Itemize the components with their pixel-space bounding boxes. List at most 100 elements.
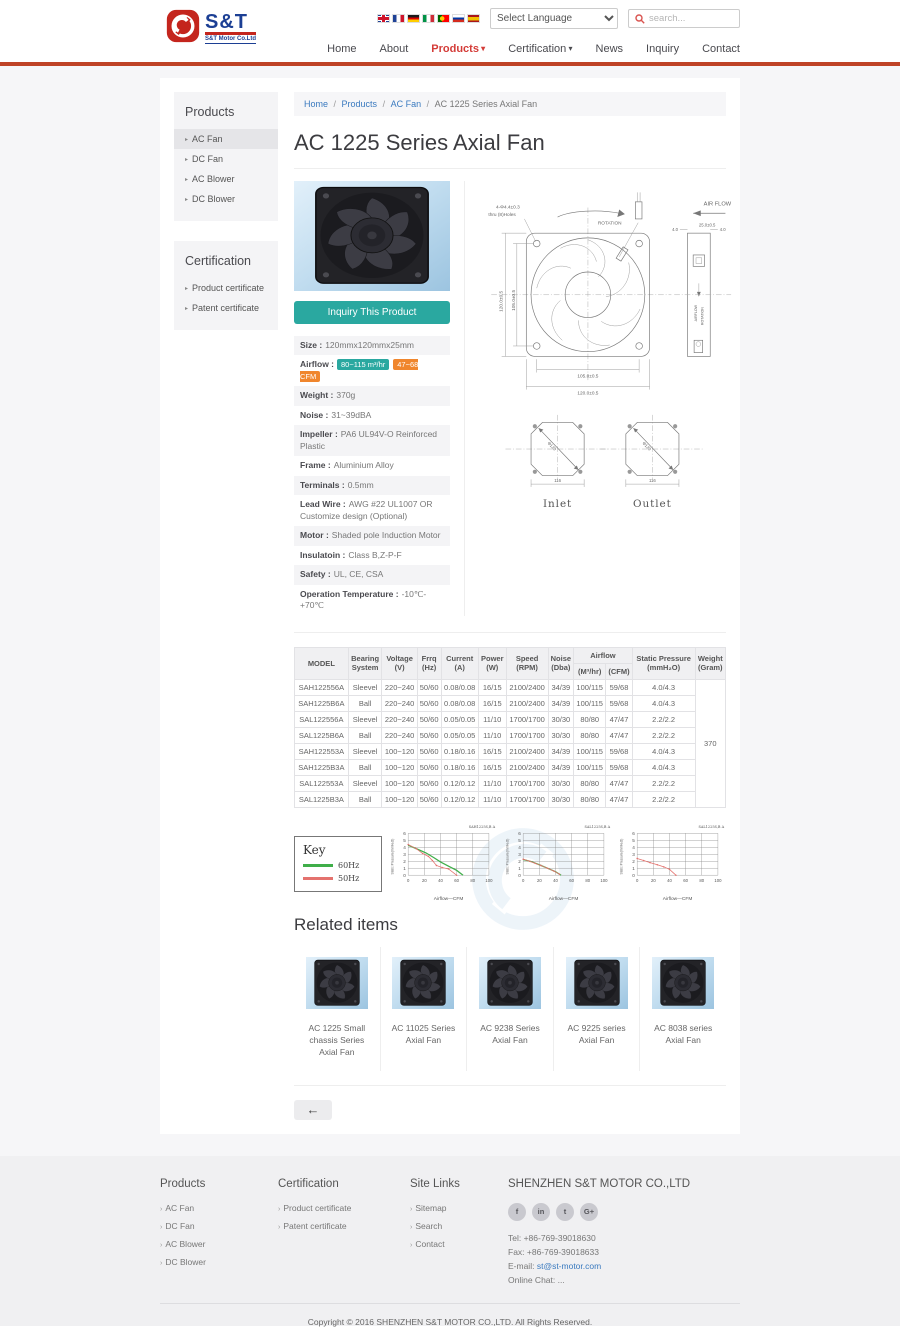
svg-text:SAL1225S,B A: SAL1225S,B A xyxy=(584,824,610,828)
bullet-icon: ▸ xyxy=(185,136,189,143)
related-item-ac-8038-series-axial-fan[interactable]: AC 8038 series Axial Fan xyxy=(639,947,726,1071)
table-cell: 1700/1700 xyxy=(505,790,549,808)
table-cell: 2.2/2.2 xyxy=(631,774,696,792)
table-cell: 50/60 xyxy=(416,678,442,696)
flag-pt-icon[interactable] xyxy=(437,14,450,23)
related-item-image xyxy=(479,957,541,1009)
nav-news[interactable]: News xyxy=(595,43,624,55)
svg-text:5: 5 xyxy=(518,837,521,842)
breadcrumb-home[interactable]: Home xyxy=(304,99,329,109)
table-cell: 59/68 xyxy=(605,758,633,776)
table-cell: 4.0/4.3 xyxy=(631,678,696,696)
site-header: S&T S&T Motor Co.Ltd Select Language Hom… xyxy=(0,0,900,62)
nav-home[interactable]: Home xyxy=(327,43,357,55)
svg-text:0: 0 xyxy=(633,872,636,877)
breadcrumb-ac-fan[interactable]: AC Fan xyxy=(390,99,422,109)
linkedin-icon[interactable]: in xyxy=(532,1202,550,1221)
logo-icon xyxy=(166,9,200,43)
flag-ru-icon[interactable] xyxy=(452,14,465,23)
footer-link-search[interactable]: › Search xyxy=(410,1220,443,1231)
flag-de-icon[interactable] xyxy=(407,14,420,23)
footer-email-link[interactable]: st@st-motor.com xyxy=(536,1260,602,1271)
footer-link-sitemap[interactable]: › Sitemap xyxy=(410,1202,447,1213)
table-cell: 47/47 xyxy=(605,710,633,728)
flag-it-icon[interactable] xyxy=(422,14,435,23)
svg-text:4: 4 xyxy=(403,844,406,849)
footer-link-dc-blower[interactable]: › DC Blower xyxy=(160,1256,206,1267)
svg-text:0: 0 xyxy=(518,872,521,877)
svg-text:0: 0 xyxy=(407,878,410,883)
footer-link-contact[interactable]: › Contact xyxy=(410,1238,445,1249)
nav-contact[interactable]: Contact xyxy=(702,43,740,55)
related-item-ac-9238-series-axial-fan[interactable]: AC 9238 Series Axial Fan xyxy=(466,947,553,1071)
table-cell: SAH1225B6A xyxy=(294,694,349,712)
search-input[interactable] xyxy=(649,13,733,24)
col-header-voltage: Voltage (V) xyxy=(381,646,418,680)
breadcrumb-products[interactable]: Products xyxy=(341,99,378,109)
related-item-ac-11025-series-axial-fan[interactable]: AC 11025 Series Axial Fan xyxy=(379,947,467,1071)
sidebar-item-ac-fan[interactable]: ▸ AC Fan xyxy=(174,129,278,149)
table-cell: Ball xyxy=(347,694,383,712)
search-box[interactable] xyxy=(628,9,740,28)
svg-text:4-Φ4.4±0.3: 4-Φ4.4±0.3 xyxy=(496,204,520,210)
table-cell: 100/115 xyxy=(573,694,607,712)
svg-text:4: 4 xyxy=(518,844,521,849)
footer-link-ac-blower[interactable]: › AC Blower xyxy=(160,1238,206,1249)
table-cell: Ball xyxy=(347,726,383,744)
col-header-bearing: Bearing System xyxy=(347,646,383,680)
table-cell: 100/115 xyxy=(573,742,607,760)
footer-tel: Tel: +86-769-39018630 xyxy=(508,1232,596,1243)
table-cell: 59/68 xyxy=(605,694,633,712)
table-cell: 100~120 xyxy=(381,790,418,808)
company-logo[interactable]: S&T S&T Motor Co.Ltd xyxy=(166,9,256,44)
language-select[interactable]: Select Language xyxy=(490,8,618,29)
facebook-icon[interactable]: f xyxy=(508,1202,526,1221)
google-plus-icon[interactable]: G+ xyxy=(580,1202,598,1221)
nav-inquiry[interactable]: Inquiry xyxy=(646,43,680,55)
related-item-image xyxy=(566,957,628,1009)
footer-link-dc-fan[interactable]: › DC Fan xyxy=(160,1220,195,1231)
table-cell: 30/30 xyxy=(547,710,575,728)
inquiry-button[interactable]: Inquiry This Product xyxy=(294,301,450,324)
related-item-ac-9225-series-axial-fan[interactable]: AC 9225 series Axial Fan xyxy=(552,947,640,1071)
sidebar-item-patent-certificate[interactable]: ▸ Patent certificate xyxy=(185,303,260,313)
table-cell: 0.08/0.08 xyxy=(440,678,479,696)
footer-link-ac-fan[interactable]: › AC Fan xyxy=(160,1202,195,1213)
nav-about[interactable]: About xyxy=(379,43,409,55)
sidebar-item-dc-fan[interactable]: ▸ DC Fan xyxy=(185,154,224,164)
sidebar-item-product-certificate[interactable]: ▸ Product certificate xyxy=(185,283,265,293)
svg-text:40: 40 xyxy=(553,878,558,883)
footer-link-patent-certificate[interactable]: › Patent certificate xyxy=(278,1220,347,1231)
bullet-icon: ▸ xyxy=(185,176,189,183)
table-row-SAL122553A: SAL122553A Sleevel 100~120 50/60 0.12/0.12 11… xyxy=(294,774,726,792)
sidebar-item-ac-blower[interactable]: ▸ AC Blower xyxy=(185,174,235,184)
svg-text:5: 5 xyxy=(633,837,636,842)
back-button[interactable]: ← xyxy=(294,1099,332,1120)
footer-link-product-certificate[interactable]: › Product certificate xyxy=(278,1202,352,1213)
table-cell: 2100/2400 xyxy=(505,758,549,776)
nav-products[interactable]: Products ▾ xyxy=(431,43,486,55)
bullet-icon: ▸ xyxy=(185,196,189,203)
table-row-SAL1225B6A: SAL1225B6A Ball 220~240 50/60 0.05/0.05 11/10… xyxy=(294,726,726,744)
table-cell: Ball xyxy=(347,758,383,776)
svg-text:6: 6 xyxy=(403,830,406,835)
table-cell: 0.18/0.16 xyxy=(440,758,479,776)
sidebar-item-dc-blower[interactable]: ▸ DC Blower xyxy=(185,194,236,204)
svg-text:thru (8)Holes: thru (8)Holes xyxy=(488,212,516,218)
flag-es-icon[interactable] xyxy=(467,14,480,23)
footer-col-products: Products › AC Fan › DC Fan › AC Blower › DC Blow… xyxy=(160,1178,278,1287)
svg-text:SAL1225S,B A: SAL1225S,B A xyxy=(699,824,725,828)
flag-fr-icon[interactable] xyxy=(392,14,405,23)
flag-uk-icon[interactable] xyxy=(377,14,390,23)
footer-col-site-links: Site Links › Sitemap › Search › Contact xyxy=(410,1178,508,1287)
breadcrumb-separator: / xyxy=(331,99,339,109)
related-item-ac-1225-small-chassis-series-axial-fan[interactable]: AC 1225 Small chassis Series Axial Fan xyxy=(294,947,380,1071)
nav-certification[interactable]: Certification ▾ xyxy=(508,43,573,55)
table-cell: 80/80 xyxy=(573,790,607,808)
svg-text:100: 100 xyxy=(600,878,608,883)
footer-company-name: SHENZHEN S&T MOTOR CO.,LTD xyxy=(508,1177,691,1190)
twitter-icon[interactable]: t xyxy=(556,1202,574,1221)
spec-row-lead-wire-: Lead Wire : AWG #22 UL1007 OR Customize d… xyxy=(300,499,433,521)
table-cell: 50/60 xyxy=(416,710,442,728)
table-cell: 47/47 xyxy=(605,774,633,792)
